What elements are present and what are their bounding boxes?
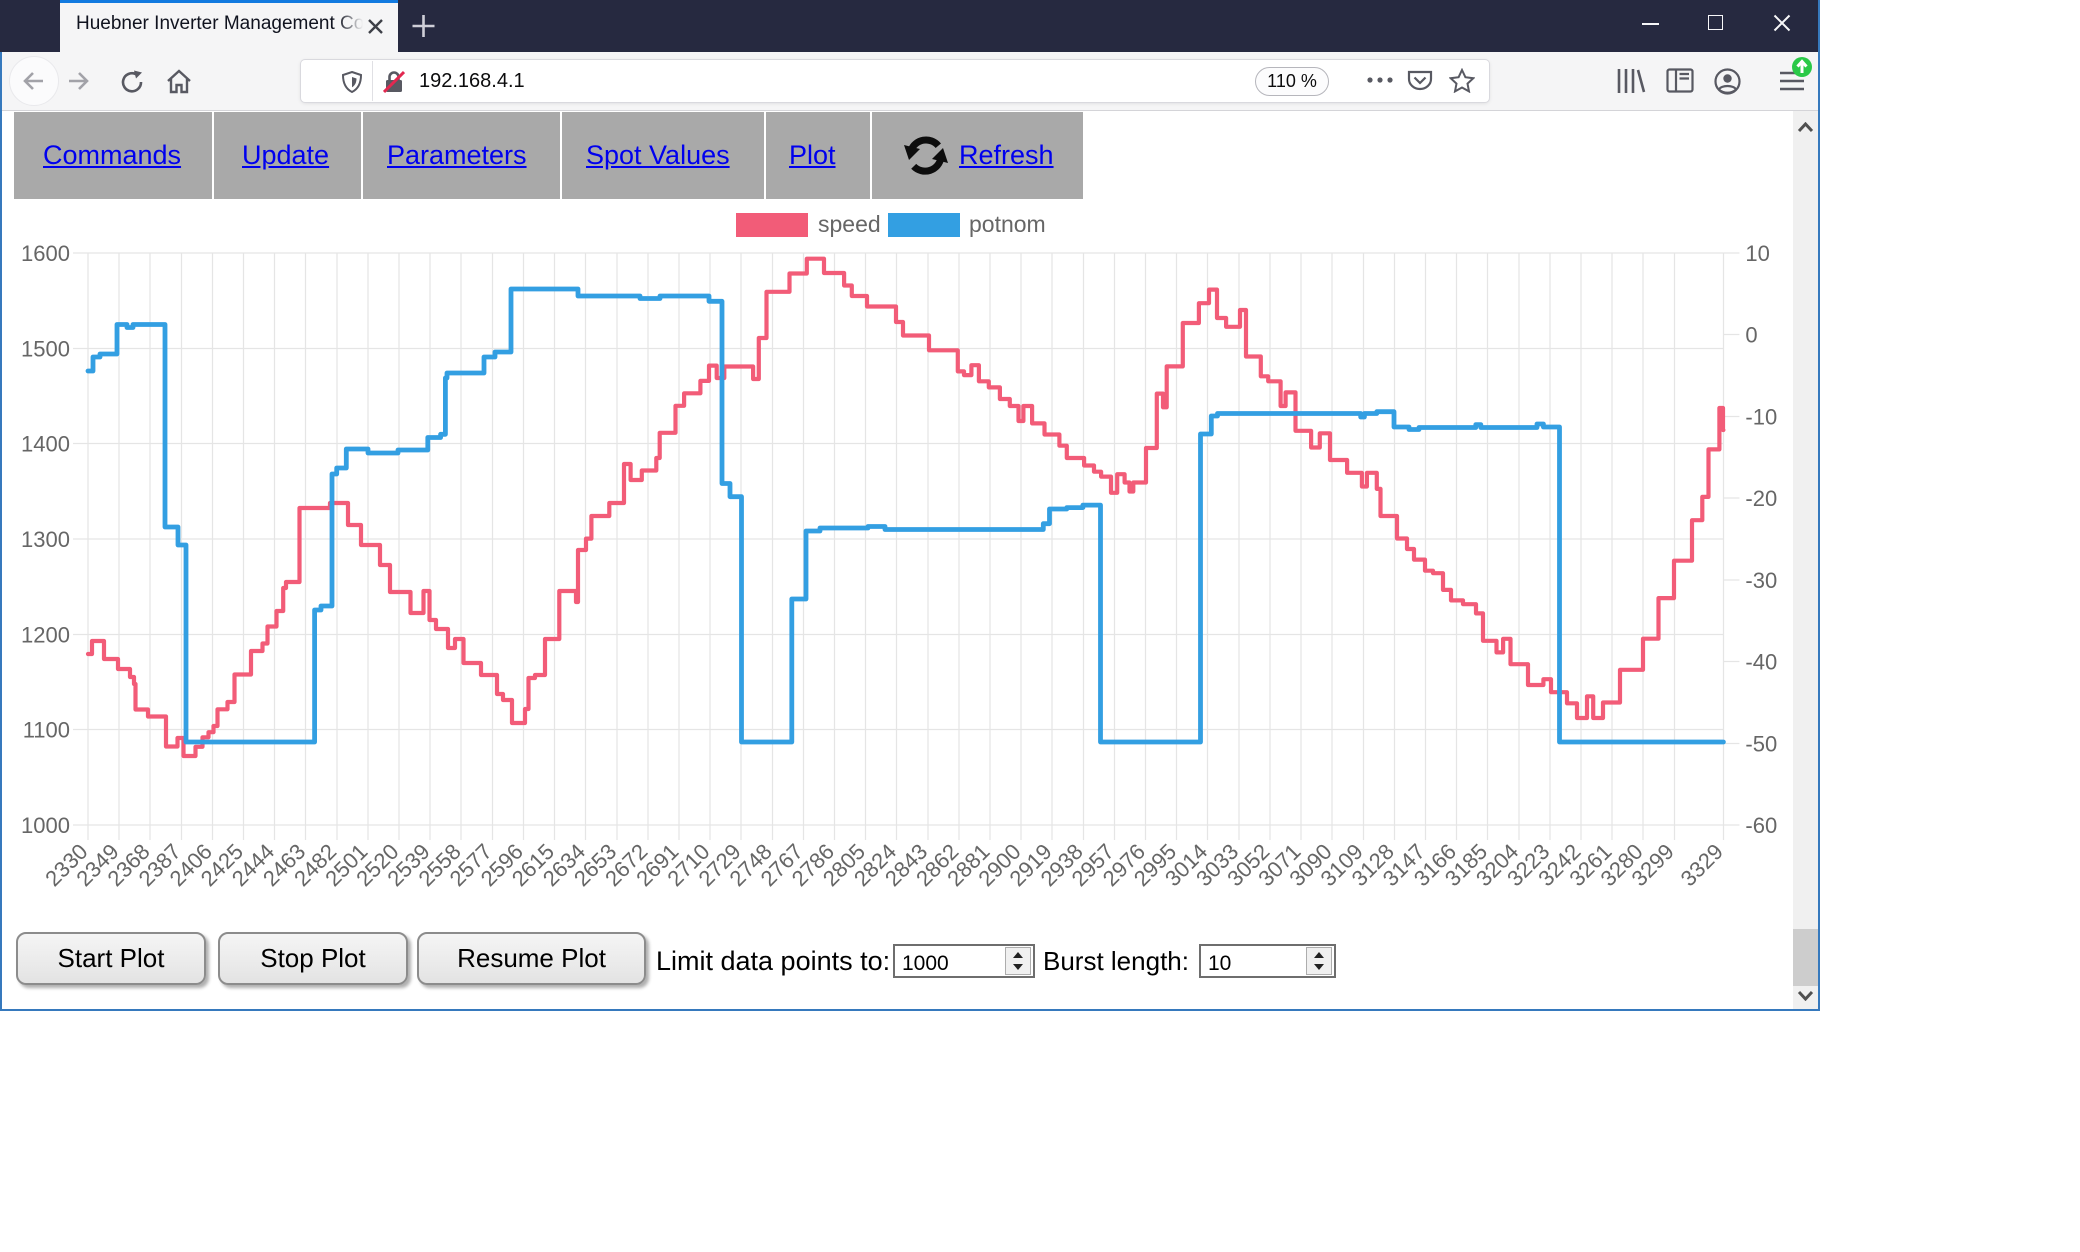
svg-text:3329: 3329: [1676, 839, 1728, 891]
svg-text:1100: 1100: [23, 718, 70, 743]
svg-text:10: 10: [1745, 241, 1769, 266]
svg-text:1500: 1500: [21, 336, 70, 361]
svg-text:1200: 1200: [21, 622, 70, 647]
svg-text:0: 0: [1745, 323, 1757, 348]
svg-text:1400: 1400: [21, 432, 70, 457]
svg-text:potnom: potnom: [969, 211, 1046, 237]
svg-text:-10: -10: [1745, 404, 1777, 429]
svg-text:speed: speed: [818, 211, 881, 237]
svg-text:-30: -30: [1745, 568, 1777, 593]
svg-text:-60: -60: [1745, 813, 1777, 838]
svg-text:-50: -50: [1745, 731, 1777, 756]
svg-text:-40: -40: [1745, 650, 1777, 675]
svg-text:1600: 1600: [21, 241, 70, 266]
svg-text:1300: 1300: [21, 527, 70, 552]
svg-text:1000: 1000: [21, 813, 70, 838]
svg-text:-20: -20: [1745, 486, 1777, 511]
